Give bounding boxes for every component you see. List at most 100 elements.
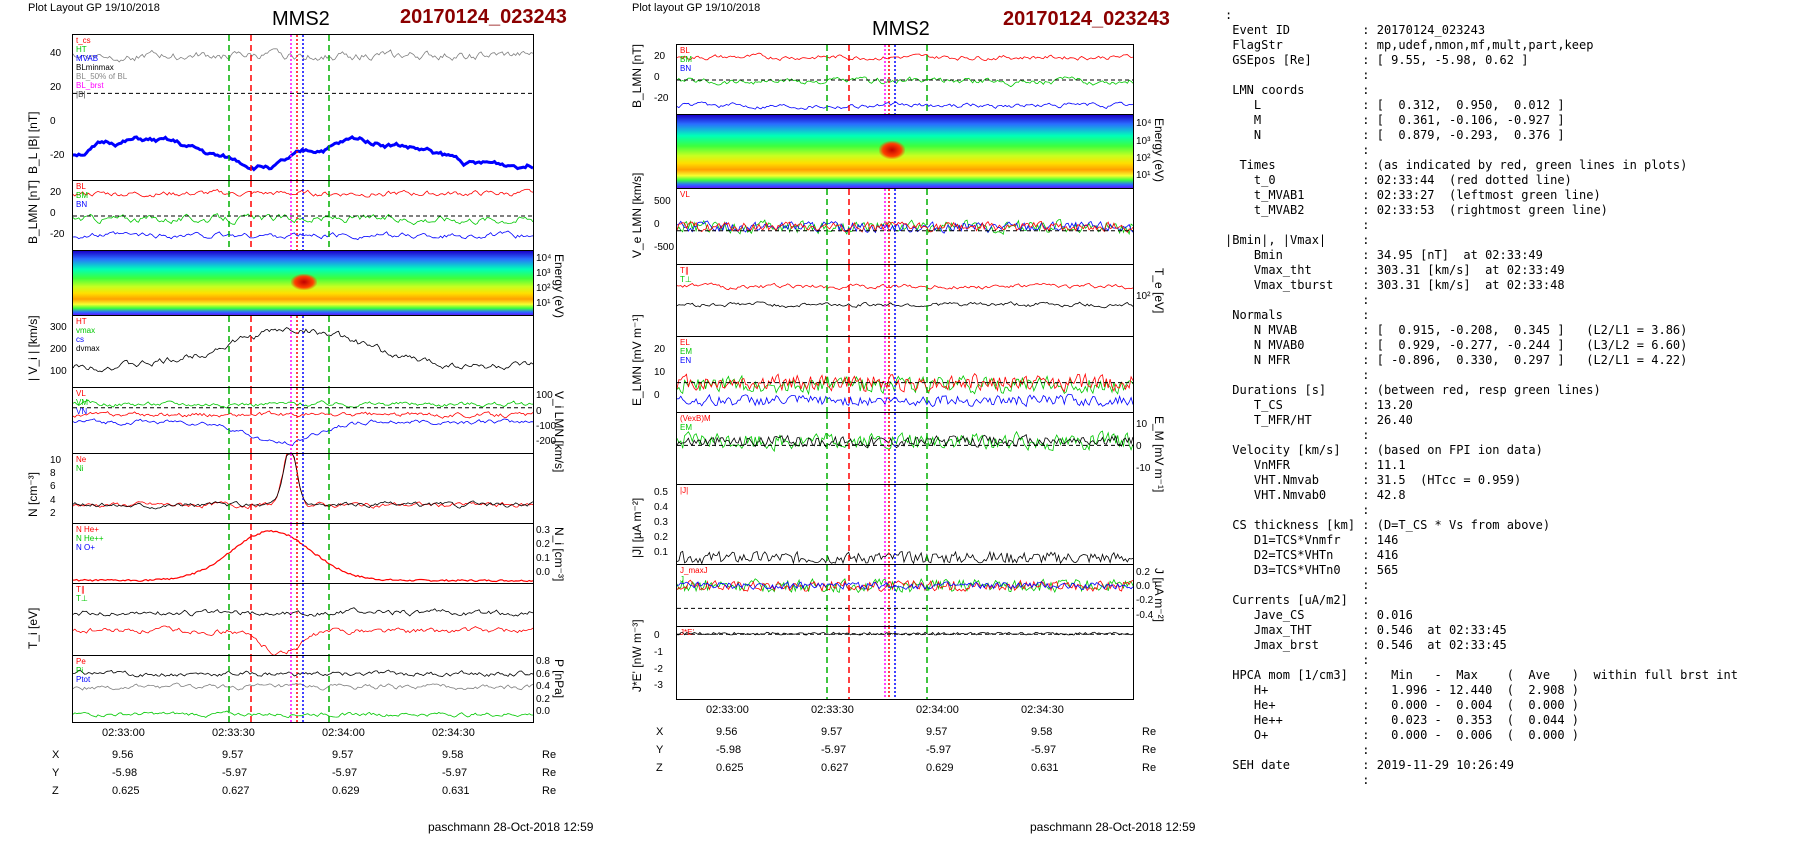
panel-plot-area — [677, 627, 1133, 699]
legend-entry: HT — [76, 45, 87, 54]
info-line: Jave_CS : 0.016 — [1225, 608, 1413, 622]
legend-entry: T∥ — [76, 585, 85, 594]
position-value: 0.627 — [821, 762, 849, 774]
y-tick-label: 10² — [1136, 152, 1151, 164]
info-line: M : [ 0.361, -0.106, -0.927 ] — [1225, 113, 1565, 127]
info-line: He+ : 0.000 - 0.004 ( 0.000 ) — [1225, 698, 1580, 712]
spectrogram-hotspot — [879, 140, 905, 160]
panel-ylabel: P [nPa] — [552, 659, 566, 699]
legend-entry: Pi — [76, 666, 84, 675]
y-tick-label: 0 — [654, 71, 660, 83]
legend-entry: Ne — [76, 455, 87, 464]
left-event-title: 20170124_023243 — [400, 6, 567, 28]
legend-entry: Ptot — [76, 675, 91, 684]
y-tick-label: -1 — [654, 646, 663, 658]
y-tick-label: 4 — [50, 494, 56, 506]
plot-panel — [72, 34, 534, 182]
info-line: : — [1225, 143, 1370, 157]
legend-entry: EL — [680, 338, 690, 347]
position-value: 9.58 — [1031, 726, 1053, 738]
middle-event-title: 20170124_023243 — [1003, 8, 1170, 30]
legend-entry: MVAB — [76, 54, 99, 63]
position-value: 9.57 — [821, 726, 843, 738]
plot-panel — [72, 453, 534, 525]
position-value: 9.57 — [222, 749, 244, 761]
panel-plot-area — [677, 265, 1133, 337]
time-tick-label: 02:33:30 — [811, 704, 854, 716]
legend-entry: BN — [680, 64, 692, 73]
legend-entry: |B| — [76, 90, 86, 99]
panel-ylabel: J [µA m⁻²] — [1152, 568, 1166, 622]
y-tick-label: -2 — [654, 663, 663, 675]
panel-plot-area — [73, 35, 533, 181]
position-unit: Re — [1142, 762, 1157, 774]
panel-ylabel: E_LMN [mV m⁻¹] — [630, 314, 644, 406]
position-row-label: Z — [52, 785, 59, 797]
left-spacecraft-title: MMS2 — [272, 8, 330, 30]
info-line: : — [1225, 503, 1370, 517]
info-line: : — [1225, 68, 1370, 82]
panel-ylabel: Energy (eV) — [552, 254, 566, 319]
info-line: Times : (as indicated by red, green line… — [1225, 158, 1688, 172]
position-value: 9.58 — [442, 749, 464, 761]
y-tick-label: 10¹ — [536, 298, 551, 310]
legend-entry: EN — [680, 356, 692, 365]
legend-entry: Pe — [76, 657, 86, 666]
position-value: 9.57 — [332, 749, 354, 761]
legend-entry: N O+ — [76, 543, 95, 552]
y-tick-label: -0.2 — [1136, 595, 1154, 607]
position-row-label: Y — [656, 744, 664, 756]
position-unit: Re — [542, 749, 557, 761]
y-tick-label: -200 — [536, 436, 557, 448]
plot-panel — [72, 523, 534, 585]
series-line-0 — [677, 219, 1133, 236]
y-tick-label: 10⁴ — [1136, 118, 1152, 130]
position-unit: Re — [542, 785, 557, 797]
info-line: T_CS : 13.20 — [1225, 398, 1413, 412]
panel-ylabel: E_M [mV m⁻¹] — [1152, 416, 1166, 493]
y-tick-label: 0.3 — [536, 525, 550, 537]
legend-entry: BM — [76, 191, 88, 200]
info-line: t_MVAB1 : 02:33:27 (leftmost green line) — [1225, 188, 1601, 202]
position-value: 0.625 — [112, 785, 140, 797]
info-line: VHT.Nmvab0 : 42.8 — [1225, 488, 1406, 502]
y-tick-label: 10³ — [536, 268, 551, 280]
panel-ylabel: V_e LMN [km/s] — [630, 172, 644, 258]
y-tick-label: 10 — [654, 366, 666, 378]
panel-plot-area — [677, 45, 1133, 115]
panel-legend: T∥ T⊥ — [680, 266, 692, 284]
legend-entry: BM — [680, 55, 692, 64]
info-line: Durations [s] : (between red, resp green… — [1225, 383, 1601, 397]
position-unit: Re — [1142, 744, 1157, 756]
position-row-label: X — [52, 749, 60, 761]
series-line-0 — [677, 374, 1133, 396]
info-line: : — [1225, 773, 1370, 787]
panel-legend: Pe Pi Ptot — [76, 657, 90, 684]
time-tick-label: 02:34:30 — [432, 727, 475, 739]
y-tick-label: 0.8 — [536, 656, 550, 668]
position-value: 0.631 — [442, 785, 470, 797]
info-line: : — [1225, 653, 1370, 667]
legend-entry: BL — [680, 46, 690, 55]
panel-legend: t_cs HT MVAB BLminmax BL_50% of BL BL_brst |B| — [76, 36, 127, 99]
panel-plot-area — [73, 388, 533, 454]
position-value: 0.627 — [222, 785, 250, 797]
legend-entry: J*E' — [680, 628, 694, 637]
series-line-0 — [73, 48, 533, 63]
series-line-1 — [677, 76, 1133, 88]
time-tick-label: 02:34:30 — [1021, 704, 1064, 716]
position-value: 0.629 — [926, 762, 954, 774]
legend-entry: VM — [76, 398, 88, 407]
series-line-2 — [677, 221, 1133, 233]
info-line: Currents [uA/m2] : — [1225, 593, 1370, 607]
panel-ylabel: Energy (eV) — [1152, 118, 1166, 183]
y-tick-label: 0.0 — [1136, 581, 1150, 593]
legend-entry: J — [680, 575, 684, 584]
panel-ylabel: B_LMN [nT] — [26, 179, 40, 244]
panel-plot-area — [73, 584, 533, 656]
info-line: Event ID : 20170124_023243 — [1225, 23, 1486, 37]
plot-panel — [676, 412, 1134, 486]
position-value: -5.97 — [442, 767, 468, 779]
y-tick-label: 0.4 — [654, 502, 668, 514]
info-line: |Bmin|, |Vmax| : — [1225, 233, 1370, 247]
